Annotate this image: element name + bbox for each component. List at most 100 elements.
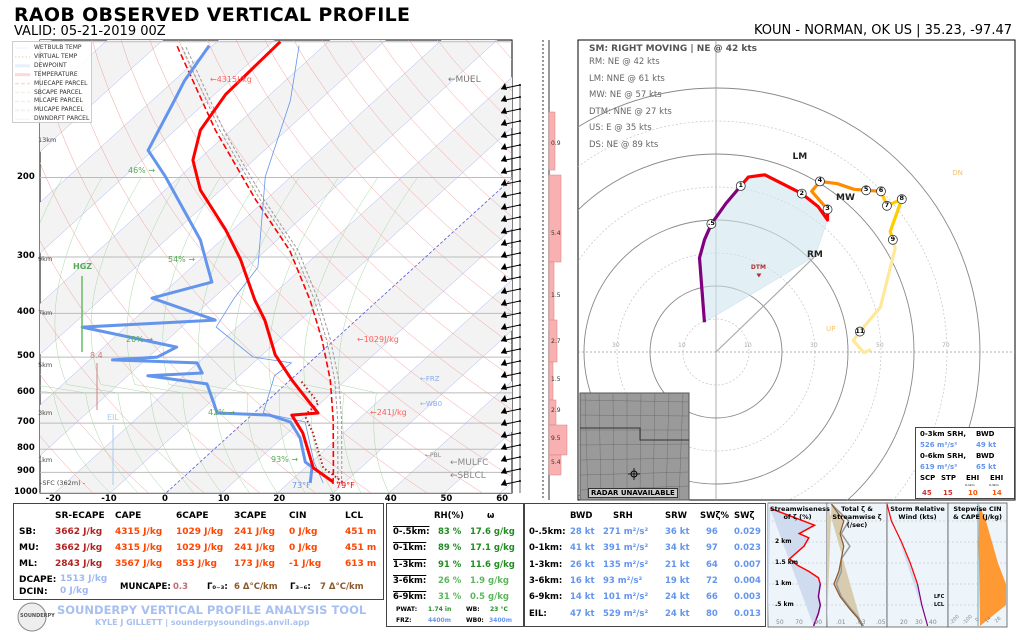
kinematics-value: 80 bbox=[706, 608, 718, 619]
dry-adiabat bbox=[207, 40, 512, 378]
radar-unavailable-label: RADAR UNAVAILABLE bbox=[588, 488, 678, 498]
skewt-legend bbox=[12, 41, 92, 123]
kinematics-value: 24 kt bbox=[665, 608, 690, 619]
skewt-plot bbox=[40, 40, 512, 493]
rh-annotation: 20% → bbox=[126, 335, 154, 344]
cape-annotation: ←1029J/kg bbox=[357, 335, 399, 344]
rh-annotation: 42% → bbox=[208, 408, 236, 417]
kinematics-row-label: 6-9km: bbox=[529, 592, 563, 603]
param-value: 4315 J/kg bbox=[115, 543, 163, 553]
kinematics-value: 19 kt bbox=[665, 575, 690, 586]
km-marker-label: 5 bbox=[863, 185, 869, 194]
streamwiseness-line bbox=[770, 507, 822, 585]
wind-barb bbox=[500, 383, 521, 390]
moisture-row-label: 0-.5km: bbox=[393, 527, 430, 537]
height-label: 3km bbox=[38, 409, 53, 417]
dry-adiabat bbox=[293, 40, 512, 281]
wind-barb bbox=[500, 167, 521, 174]
temperature-tick-label: 10 bbox=[217, 494, 230, 504]
srh03-label: 0-3km SRH, bbox=[920, 430, 966, 438]
rh-header: RH(%) bbox=[434, 511, 464, 521]
param-value: 173 J/kg bbox=[234, 559, 275, 569]
wb-value: 23 °C bbox=[490, 606, 508, 613]
kinematics-value: 0.004 bbox=[734, 575, 761, 586]
srh-bar bbox=[548, 111, 556, 171]
x-tick-label: 70 bbox=[795, 619, 803, 626]
temperature-tick-label: -20 bbox=[45, 494, 61, 504]
wind-barb bbox=[500, 407, 521, 414]
valid-time: VALID: 05-21-2019 00Z bbox=[14, 24, 166, 39]
legend-item: VIRTUAL TEMP bbox=[34, 52, 78, 60]
kinematics-value: 0.013 bbox=[734, 608, 761, 619]
rh-annotation: 54% → bbox=[168, 255, 196, 264]
level-annotation: ←FRZ bbox=[420, 375, 440, 383]
ehi-sublabel: 0-1km bbox=[965, 483, 975, 487]
wind-barb bbox=[500, 443, 521, 450]
kinematics-value: 0.023 bbox=[734, 543, 761, 554]
kinematics-row-label: 0-.5km: bbox=[529, 527, 566, 537]
streamwiseness-fill bbox=[768, 503, 821, 626]
param-header: 3CAPE bbox=[234, 511, 267, 521]
moist-adiabat bbox=[54, 177, 167, 493]
wind-barb bbox=[500, 287, 521, 294]
km-marker-label: 3 bbox=[825, 204, 830, 213]
wind-barb bbox=[500, 143, 521, 150]
wind-barb bbox=[500, 419, 521, 426]
kinematics-value: 24 kt bbox=[665, 592, 690, 603]
streamwise-vorticity-line bbox=[830, 503, 863, 627]
km-marker-label: 1 bbox=[738, 181, 744, 189]
km-marker bbox=[735, 181, 746, 191]
composite-value: 45 bbox=[922, 489, 932, 497]
kinematics-value: 0.029 bbox=[734, 527, 761, 537]
kinematics-value: 93 m²/s² bbox=[603, 575, 643, 586]
storm-motion-line: LM: NNE @ 61 kts bbox=[589, 73, 665, 84]
param-value: 4315 J/kg bbox=[115, 527, 163, 537]
param-row-label: ML: bbox=[19, 559, 38, 569]
moisture-table bbox=[386, 503, 524, 627]
km-marker bbox=[815, 176, 825, 187]
wind-barb bbox=[500, 203, 521, 210]
wind-barb bbox=[500, 467, 521, 474]
dry-adiabat bbox=[40, 309, 205, 493]
height-label: 13km bbox=[38, 136, 57, 144]
muecape-parcel-line bbox=[176, 45, 335, 485]
ring-label: 10 bbox=[744, 342, 752, 349]
lapse-03-label: Γ₀₋₃: bbox=[207, 582, 228, 592]
storm-motion-vector bbox=[715, 255, 816, 353]
isotherm bbox=[332, 330, 512, 493]
kinematics-value: 97 bbox=[706, 543, 718, 554]
dry-adiabat bbox=[40, 63, 372, 493]
eil-label: EIL bbox=[107, 413, 119, 422]
kinematics-value: 0.007 bbox=[734, 559, 761, 570]
kinematics-row-label: 3-6km: bbox=[529, 575, 563, 586]
wind-barb bbox=[500, 359, 521, 366]
kinematics-value: 72 bbox=[706, 575, 718, 586]
km-marker bbox=[882, 200, 892, 211]
level-annotation: ←SBLCL bbox=[450, 471, 486, 481]
srh06-label: 0-6km SRH, bbox=[920, 452, 966, 460]
pressure-tick-label: 600 bbox=[17, 386, 35, 397]
srh-bar-label: 5.4 bbox=[551, 459, 561, 466]
param-header: 6CAPE bbox=[176, 511, 209, 521]
moisture-row-label: 1-3km: bbox=[393, 559, 427, 570]
cape-annotation: ←4315J/kg bbox=[210, 75, 252, 84]
km-tick-label: 1.5 km bbox=[775, 559, 798, 566]
level-annotation: ←MUEL bbox=[448, 75, 481, 85]
moist-adiabat bbox=[338, 177, 418, 493]
kinematics-value: 47 kt bbox=[570, 608, 595, 619]
kinematics-value: 135 m²/s² bbox=[603, 559, 649, 570]
pressure-tick-label: 300 bbox=[17, 251, 35, 262]
mini-panel-title: Streamwiseness of ζ (%) bbox=[770, 505, 830, 521]
param-header: LCL bbox=[345, 511, 364, 521]
param-value: 451 m bbox=[345, 543, 377, 553]
streamwiseness-line-lowlevel bbox=[812, 583, 822, 627]
kinematics-value: 271 m²/s² bbox=[603, 527, 649, 537]
param-value: 3662 J/kg bbox=[55, 527, 103, 537]
x-tick-label: 40 bbox=[929, 619, 937, 626]
wetbulb-line bbox=[215, 45, 324, 484]
frz-label: FRZ: bbox=[396, 617, 412, 624]
temperature-tick-label: -10 bbox=[101, 494, 117, 504]
mixing-ratio-value: 0.5 g/kg bbox=[470, 592, 509, 603]
lapse-36-label: Γ₃₋₆: bbox=[290, 582, 311, 592]
wind-barb bbox=[500, 431, 521, 438]
